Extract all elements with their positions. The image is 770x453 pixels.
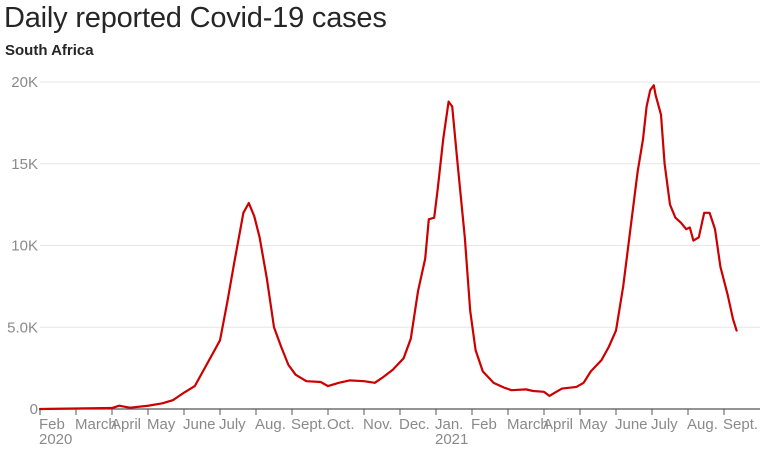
x-tick-label: Sept.	[723, 416, 758, 433]
x-tick-label: Feb	[471, 416, 497, 433]
x-year-label: 2020	[39, 431, 72, 448]
series-layer	[38, 84, 738, 411]
y-axis-ticks: 0 5.0K 10K 15K 20K	[7, 74, 38, 418]
x-tick-label: Feb	[39, 416, 65, 433]
x-tick-label: Dec.	[399, 416, 430, 433]
x-tick-label: April	[111, 416, 141, 433]
series-line-daily-cases	[38, 84, 738, 411]
y-tick-label: 0	[30, 401, 38, 418]
x-tick-label: Oct.	[327, 416, 355, 433]
x-year-label: 2021	[435, 431, 468, 448]
y-tick-label: 5.0K	[7, 319, 38, 336]
y-tick-label: 15K	[11, 156, 38, 173]
x-tick-label: Sept.	[291, 416, 326, 433]
x-tick-label: Jan.	[435, 416, 463, 433]
x-tick-label: May	[579, 416, 608, 433]
x-tick-label: Nov.	[363, 416, 393, 433]
x-tick-label: March	[507, 416, 549, 433]
x-tick-label: April	[543, 416, 573, 433]
y-tick-label: 20K	[11, 74, 38, 91]
y-tick-label: 10K	[11, 238, 38, 255]
x-tick-label: July	[219, 416, 246, 433]
chart-subtitle: South Africa	[5, 42, 94, 59]
x-tick-label: March	[75, 416, 117, 433]
x-tick-label: July	[651, 416, 678, 433]
x-tick-label: May	[147, 416, 176, 433]
x-tick-label: June	[183, 416, 216, 433]
x-tick-label: June	[615, 416, 648, 433]
x-tick-label: Aug.	[255, 416, 286, 433]
gridlines	[40, 81, 760, 410]
x-tick-label: Aug.	[687, 416, 718, 433]
chart-title: Daily reported Covid-19 cases	[4, 2, 387, 34]
